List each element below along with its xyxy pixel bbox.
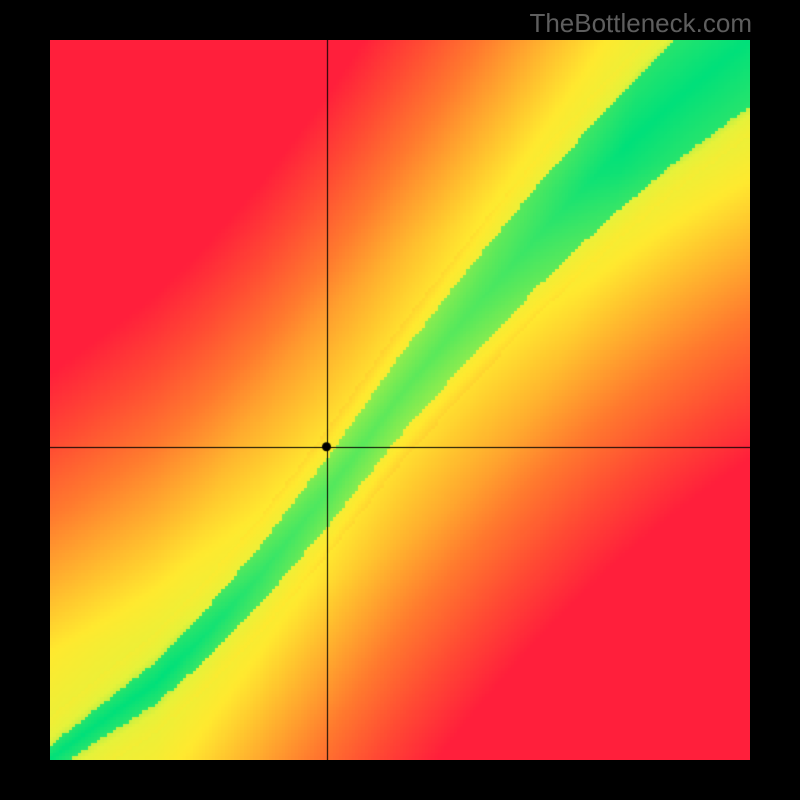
bottleneck-heatmap	[50, 40, 750, 760]
watermark-text: TheBottleneck.com	[529, 8, 752, 39]
chart-container: TheBottleneck.com	[0, 0, 800, 800]
